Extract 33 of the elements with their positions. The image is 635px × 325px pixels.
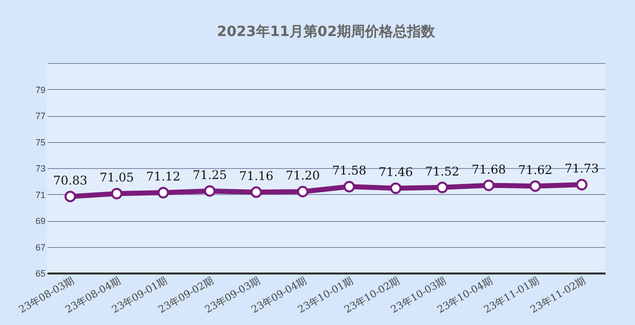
point [204, 185, 216, 197]
data-label: 71.68 [472, 162, 506, 176]
y-tick-label: 69 [35, 216, 46, 226]
data-label: 71.16 [239, 169, 274, 184]
point [250, 186, 262, 198]
y-tick-label: 65 [35, 268, 46, 278]
chart-title: 2023年11月第02期周价格总指数 [217, 24, 436, 40]
point [390, 182, 402, 194]
point [344, 180, 355, 192]
y-tick-label: 75 [35, 137, 46, 148]
point [483, 180, 494, 192]
y-tick-label: 73 [35, 164, 46, 174]
point [64, 190, 76, 202]
data-label: 71.25 [192, 168, 227, 182]
data-label: 71.58 [332, 164, 366, 178]
point [576, 178, 588, 190]
data-label: 71.52 [425, 164, 460, 178]
y-tick-label: 67 [35, 242, 46, 252]
y-tick-label: 79 [35, 84, 46, 95]
point [530, 180, 541, 192]
data-label: 71.20 [286, 168, 320, 183]
point [297, 186, 308, 198]
data-label: 70.83 [53, 173, 88, 188]
data-label: 71.73 [564, 162, 599, 176]
data-label: 71.12 [146, 170, 180, 184]
point [158, 186, 169, 198]
y-tick-label: 71 [35, 190, 46, 200]
data-label: 71.05 [100, 170, 134, 185]
data-label: 71.62 [518, 163, 552, 178]
y-tick-label: 77 [35, 111, 46, 121]
data-label: 71.46 [378, 165, 413, 180]
point [111, 188, 122, 200]
point [436, 182, 448, 194]
